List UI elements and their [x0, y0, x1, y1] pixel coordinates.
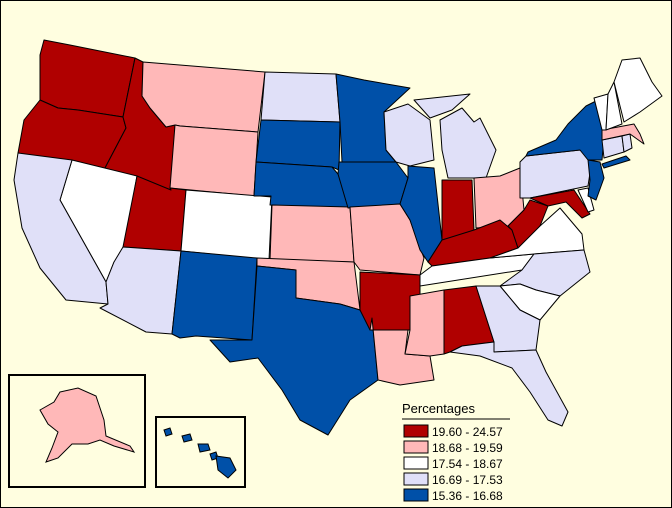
legend-swatch	[403, 488, 429, 502]
legend: Percentages 19.60 - 24.57 18.68 - 19.59 17…	[402, 401, 510, 503]
state-MD	[529, 189, 591, 219]
state-WY	[169, 124, 259, 197]
state-ME	[613, 57, 663, 123]
state-CO	[180, 189, 273, 261]
legend-label: 19.60 - 24.57	[432, 425, 503, 439]
state-ND	[260, 71, 341, 123]
state-MS	[404, 289, 445, 357]
legend-title: Percentages	[402, 401, 475, 416]
legend-label: 17.54 - 18.67	[432, 457, 503, 471]
state-NM	[171, 250, 258, 341]
legend-label: 18.68 - 19.59	[432, 441, 503, 455]
state-MI	[413, 93, 497, 179]
state-WI	[383, 103, 435, 167]
state-AK	[39, 387, 136, 463]
state-TX	[209, 265, 379, 436]
legend-swatch	[403, 440, 429, 454]
state-LA	[369, 317, 435, 386]
state-IA	[337, 161, 409, 209]
legend-label: 15.36 - 16.68	[432, 489, 503, 503]
state-NJ	[587, 159, 605, 201]
state-MA	[601, 123, 645, 145]
state-IL	[399, 165, 443, 263]
state-NH	[605, 81, 623, 131]
state-RI	[621, 133, 633, 153]
state-CA	[13, 152, 109, 305]
state-FL	[449, 341, 569, 427]
state-DE	[577, 187, 595, 213]
legend-swatch	[403, 472, 429, 486]
legend-label: 16.69 - 17.53	[432, 473, 503, 487]
legend-swatch	[403, 456, 429, 470]
state-KS	[269, 204, 355, 263]
state-HI	[163, 427, 237, 479]
legend-swatch	[403, 424, 429, 438]
state-WA	[39, 39, 136, 118]
state-SD	[255, 119, 341, 171]
